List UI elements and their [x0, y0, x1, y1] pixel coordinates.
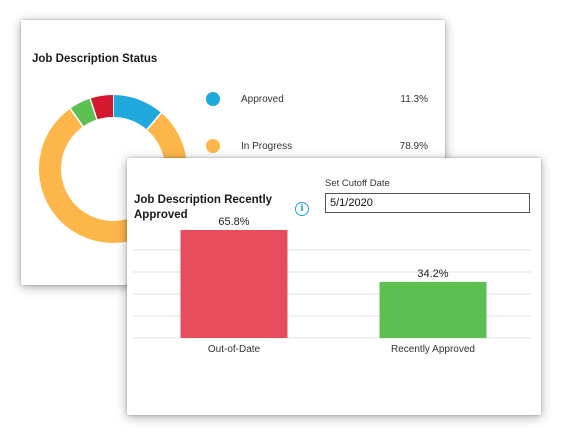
legend-percent: 11.3% [400, 94, 428, 105]
cutoff-date-input[interactable] [325, 193, 530, 213]
approved-color-dot [206, 92, 220, 106]
in-progress-color-dot [206, 139, 220, 153]
bar-out-of-date[interactable] [180, 230, 288, 338]
bar-value-label: 65.8% [218, 216, 249, 228]
legend-item-in-progress[interactable]: In Progress 78.9% [206, 139, 428, 159]
legend-percent: 78.9% [399, 141, 428, 152]
legend-label: Approved [241, 94, 284, 105]
bar-recently-approved[interactable] [379, 281, 487, 338]
donut-slice-0[interactable] [112, 95, 162, 130]
donut-separator [69, 107, 85, 128]
legend-label: In Progress [241, 141, 293, 152]
donut-slice-3[interactable] [90, 95, 114, 120]
status-card-title: Job Description Status [32, 53, 158, 65]
recently-approved-bar-chart: 65.8% Out-of-Date 34.2% Recently Approved [133, 216, 531, 355]
donut-slice-2[interactable] [70, 98, 98, 127]
category-label: Recently Approved [391, 344, 475, 355]
donut-separator [145, 111, 163, 131]
bar-value-label: 34.2% [417, 268, 448, 280]
cutoff-date-label: Set Cutoff Date [325, 178, 390, 189]
recent-card-title: Job Description Recently Approved [134, 194, 273, 221]
category-label: Out-of-Date [208, 344, 261, 355]
info-icon[interactable]: i [295, 202, 309, 216]
legend-item-approved[interactable]: Approved 11.3% [206, 92, 428, 112]
recently-approved-card: Job Description Recently Approved i Set … [127, 158, 541, 415]
donut-separator [89, 97, 98, 121]
